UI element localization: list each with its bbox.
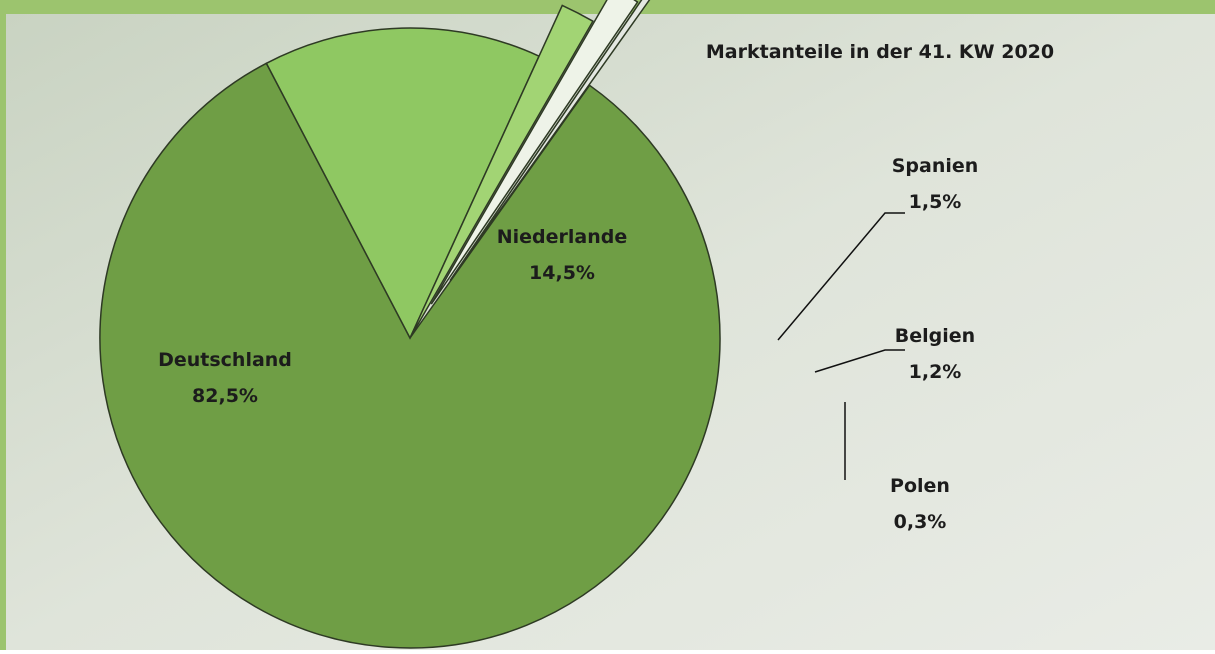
chart-title: Marktanteile in der 41. KW 2020 — [706, 41, 1054, 63]
slice-label: Deutschland — [158, 349, 292, 371]
value-label: 0,3% — [894, 511, 947, 533]
value-label: 14,5% — [529, 262, 595, 284]
leader-line — [777, 212, 905, 341]
value-label: 1,2% — [909, 361, 962, 383]
pie-slice — [409, 4, 594, 339]
pie-slice — [99, 62, 721, 649]
pie-slice — [449, 0, 651, 281]
slice-label: Belgien — [895, 325, 975, 347]
value-label: 82,5% — [192, 385, 258, 407]
slice-label: Niederlande — [497, 226, 628, 248]
leader-line — [814, 349, 905, 373]
value-label: 1,5% — [909, 191, 962, 213]
slice-label: Spanien — [892, 155, 979, 177]
pie-slice — [430, 0, 639, 305]
slice-label: Polen — [890, 475, 950, 497]
pie-slice — [265, 27, 541, 340]
